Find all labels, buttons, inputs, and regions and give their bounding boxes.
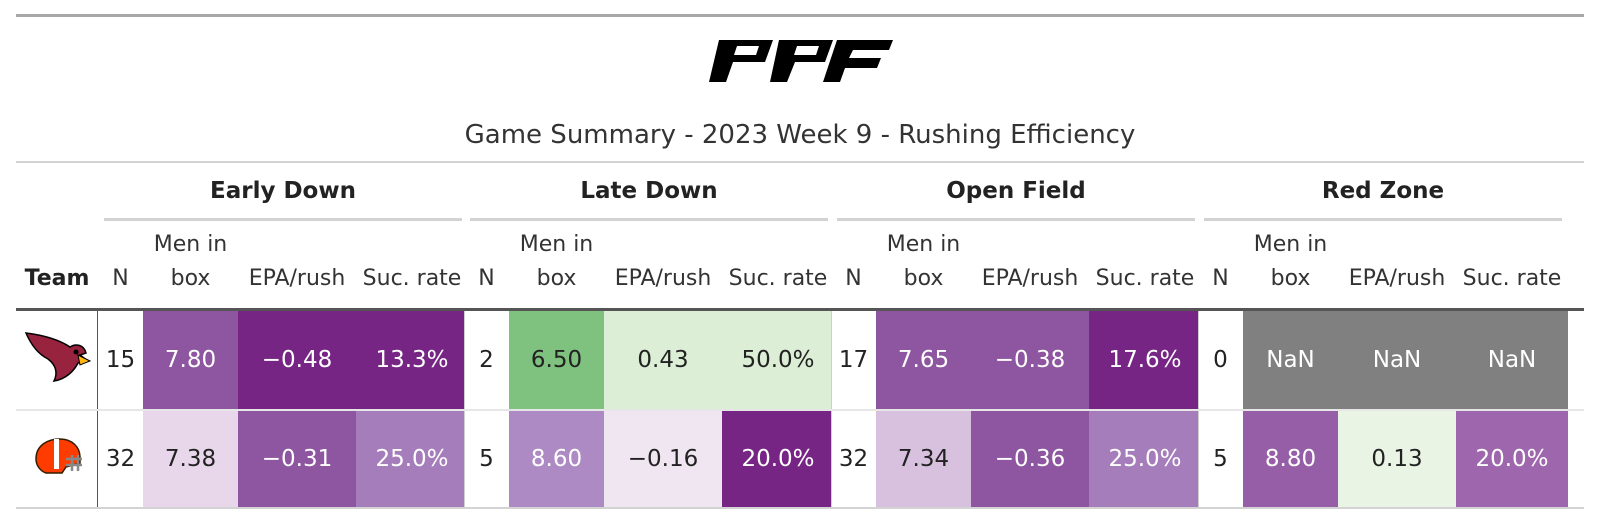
table-cell: 20.0% bbox=[722, 411, 834, 507]
success-rate-column-header: Suc. rate bbox=[1462, 266, 1562, 291]
group-underline bbox=[837, 218, 1195, 221]
table-cell: −0.16 bbox=[604, 411, 722, 507]
table-cell: −0.38 bbox=[971, 311, 1089, 409]
title-rule bbox=[16, 161, 1584, 163]
epa-rush-column-header: EPA/rush bbox=[1348, 266, 1446, 291]
group-header-open-field: Open Field bbox=[946, 178, 1086, 204]
n-column-header: N bbox=[478, 266, 495, 291]
epa-rush-column-header: EPA/rush bbox=[248, 266, 346, 291]
table-cell: NaN bbox=[1456, 311, 1568, 409]
men-in-box-column-header-line2: box bbox=[1270, 266, 1311, 291]
table-cell: 32 bbox=[831, 411, 876, 507]
team-logo-cell bbox=[16, 311, 98, 409]
men-in-box-column-header-line2: box bbox=[536, 266, 577, 291]
table-cell: 0.43 bbox=[604, 311, 722, 409]
epa-rush-column-header: EPA/rush bbox=[981, 266, 1079, 291]
success-rate-column-header: Suc. rate bbox=[362, 266, 462, 291]
epa-rush-column-header: EPA/rush bbox=[614, 266, 712, 291]
men-in-box-column-header: Men in bbox=[153, 232, 228, 257]
n-column-header: N bbox=[845, 266, 862, 291]
table-cell: −0.48 bbox=[238, 311, 356, 409]
table-cell: 7.34 bbox=[876, 411, 971, 507]
table-cell: 5 bbox=[464, 411, 509, 507]
n-column-header: N bbox=[1212, 266, 1229, 291]
header-rule bbox=[16, 308, 1584, 311]
table-cell: 6.50 bbox=[509, 311, 604, 409]
table-cell: 0 bbox=[1198, 311, 1243, 409]
group-underline bbox=[1204, 218, 1562, 221]
team-logo-cell bbox=[16, 411, 98, 507]
table-cell: 5 bbox=[1198, 411, 1243, 507]
table-cell: 7.38 bbox=[143, 411, 238, 507]
table-cell: 8.80 bbox=[1243, 411, 1338, 507]
table-cell: 17.6% bbox=[1089, 311, 1201, 409]
group-header-red-zone: Red Zone bbox=[1321, 178, 1445, 204]
table-title: Game Summary - 2023 Week 9 - Rushing Eff… bbox=[464, 120, 1136, 150]
pff-logo bbox=[709, 38, 893, 88]
cardinals-logo-icon bbox=[24, 332, 92, 382]
table-cell: NaN bbox=[1243, 311, 1338, 409]
table-cell: −0.31 bbox=[238, 411, 356, 507]
table-cell: NaN bbox=[1338, 311, 1456, 409]
table-cell: −0.36 bbox=[971, 411, 1089, 507]
table-cell: 7.80 bbox=[143, 311, 238, 409]
success-rate-column-header: Suc. rate bbox=[728, 266, 828, 291]
group-header-late-down: Late Down bbox=[580, 178, 718, 204]
table-cell: 15 bbox=[98, 311, 143, 409]
table-cell: 20.0% bbox=[1456, 411, 1568, 507]
browns-helmet-icon bbox=[35, 438, 82, 474]
table-cell: 25.0% bbox=[356, 411, 468, 507]
table-cell: 25.0% bbox=[1089, 411, 1201, 507]
table-cell: 13.3% bbox=[356, 311, 468, 409]
top-border bbox=[16, 14, 1584, 17]
men-in-box-column-header-line2: box bbox=[903, 266, 944, 291]
group-underline bbox=[104, 218, 462, 221]
table-cell: 32 bbox=[98, 411, 143, 507]
men-in-box-column-header-line2: box bbox=[170, 266, 211, 291]
n-column-header: N bbox=[112, 266, 129, 291]
success-rate-column-header: Suc. rate bbox=[1095, 266, 1195, 291]
men-in-box-column-header: Men in bbox=[519, 232, 594, 257]
team-column-header: Team bbox=[24, 266, 90, 291]
bottom-border bbox=[16, 507, 1584, 509]
table-cell: 17 bbox=[831, 311, 876, 409]
table-cell: 2 bbox=[464, 311, 509, 409]
table-cell: 7.65 bbox=[876, 311, 971, 409]
table-cell: 50.0% bbox=[722, 311, 834, 409]
group-header-early-down: Early Down bbox=[210, 178, 356, 204]
men-in-box-column-header: Men in bbox=[886, 232, 961, 257]
row-divider bbox=[16, 409, 1584, 411]
men-in-box-column-header: Men in bbox=[1253, 232, 1328, 257]
table-cell: 8.60 bbox=[509, 411, 604, 507]
table-cell: 0.13 bbox=[1338, 411, 1456, 507]
group-underline bbox=[470, 218, 828, 221]
